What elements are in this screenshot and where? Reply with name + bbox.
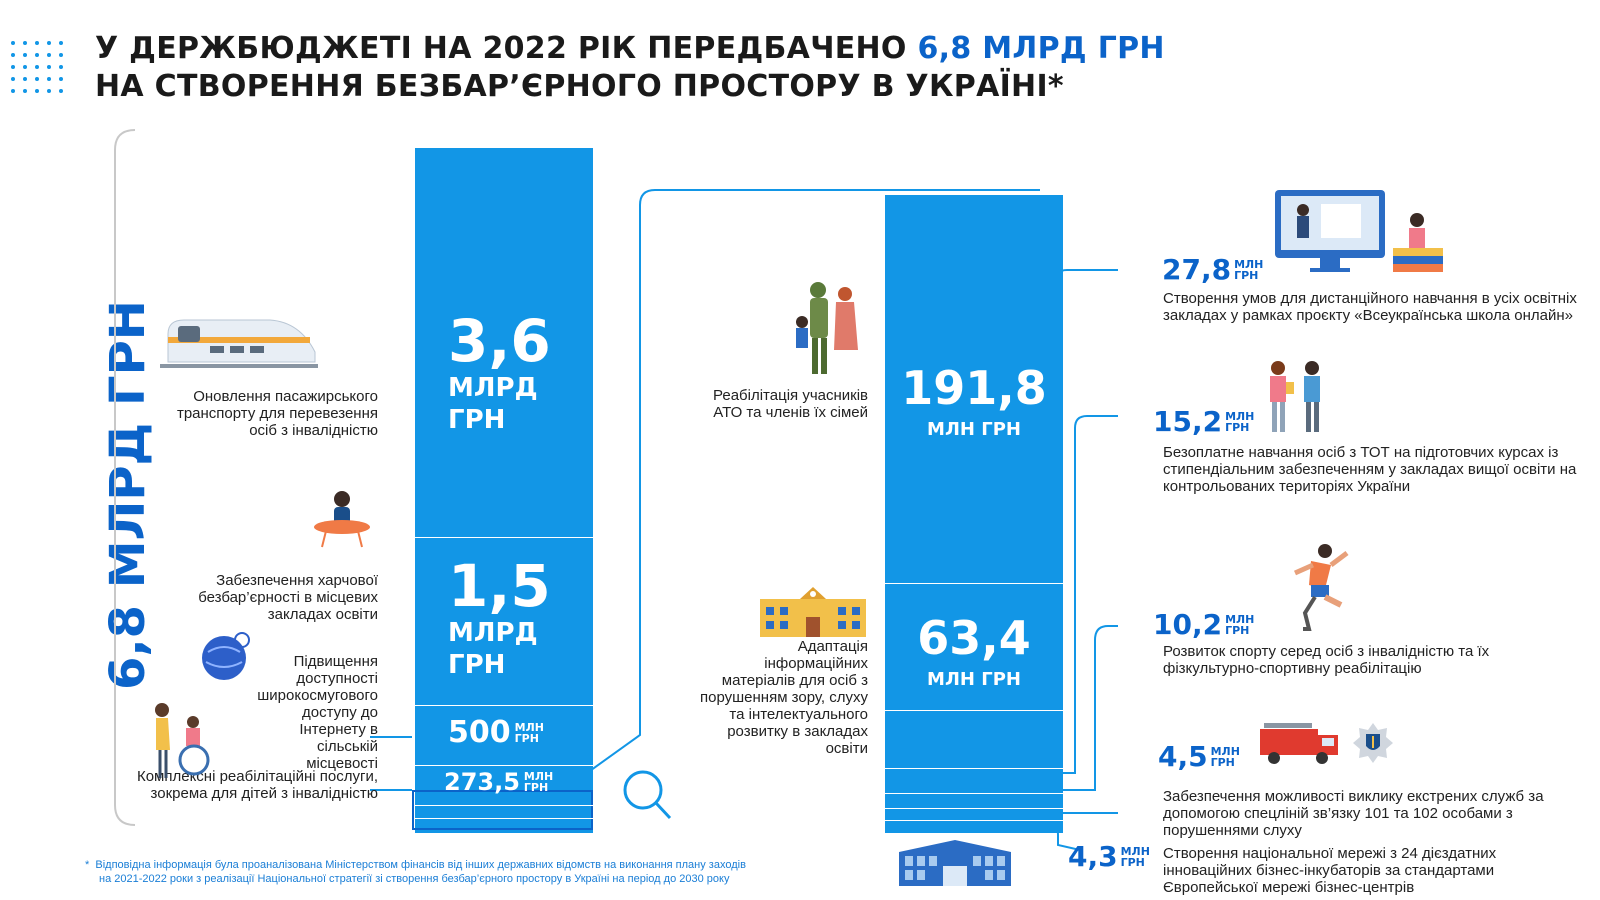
bar-divider [885,820,1063,821]
right-item-label: Забезпечення можливості виклику екстрени… [1163,788,1544,839]
students-icon [1270,361,1320,432]
footnote: * Відповідна інформація була проаналізов… [85,858,885,886]
middle-item-value: 63,4 МЛН ГРН [917,611,1031,690]
police-emblem-icon [1353,723,1393,763]
left-item-value: 1,5 МЛРД ГРН [448,552,551,680]
bar-divider [885,793,1063,794]
middle-item-label: Реабілітація учасників АТО та членів їх … [713,387,868,421]
left-budget-bar [415,148,593,833]
footnote-line1: Відповідна інформація була проаналізован… [95,859,746,871]
bar-zoom-highlight [412,790,593,830]
soldier-family-icon [796,282,858,374]
middle-item-value: 191,8 МЛН ГРН [901,361,1047,440]
magnifier-icon [623,770,672,820]
total-amount-label: 6,8 МЛРД ГРН [100,300,156,690]
business-center-icon [899,840,1011,886]
left-item-label: Забезпечення харчової безбар’єрності в м… [198,572,378,623]
page-title: У ДЕРЖБЮДЖЕТІ НА 2022 РІК ПЕРЕДБАЧЕНО 6,… [95,30,1165,106]
left-item-label: Оновлення пасажирського транспорту для п… [176,388,378,439]
left-item-label: Підвищення доступності широкосмугового д… [257,653,378,772]
title-line1-prefix: У ДЕРЖБЮДЖЕТІ НА 2022 РІК ПЕРЕДБАЧЕНО [95,31,918,66]
bar-divider [885,583,1063,584]
dining-child-icon [314,491,370,548]
middle-budget-bar [885,195,1063,833]
right-item-label: Безоплатне навчання осіб з ТОТ на підгот… [1163,444,1577,495]
footnote-line2: на 2021-2022 роки з реалізації Національ… [99,873,730,885]
bar-divider [885,768,1063,769]
school-building-icon [760,587,866,637]
left-item-value: 3,6 МЛРД ГРН [448,307,551,435]
bar-divider [415,765,593,766]
bar-divider [885,710,1063,711]
bar-divider [415,805,593,806]
fire-truck-icon [1260,723,1338,764]
bar-divider [885,808,1063,809]
middle-item-label: Адаптація інформаційних матеріалів для о… [700,638,868,757]
wheelchair-icon [155,703,210,778]
right-item-label: Розвиток спорту серед осіб з інвалідніст… [1163,643,1490,677]
right-item-value: 27,8 МЛН ГРН [1162,253,1264,286]
title-line2: НА СТВОРЕННЯ БЕЗБАР’ЄРНОГО ПРОСТОРУ В УК… [95,69,1064,104]
right-item-value: 4,5 МЛН ГРН [1158,740,1240,773]
left-item-value: 273,5 МЛН ГРН [444,768,554,796]
right-item-value: 4,3 МЛН ГРН [1068,840,1150,873]
runner-prosthesis-icon [1293,544,1349,631]
globe-internet-icon [202,632,250,680]
decorative-dots-icon [11,41,63,93]
bar-divider [415,537,593,538]
right-item-value: 15,2 МЛН ГРН [1153,405,1255,438]
right-item-value: 10,2 МЛН ГРН [1153,608,1255,641]
bar-divider [415,818,593,819]
train-icon [160,319,318,368]
bar-divider [415,705,593,706]
right-item-label: Створення умов для дистанційного навчанн… [1163,290,1577,324]
left-item-value: 500 МЛН ГРН [448,715,544,750]
online-school-icon [1275,190,1443,272]
right-item-label: Створення національної мережі з 24 дієзд… [1163,845,1497,896]
title-line1-highlight: 6,8 МЛРД ГРН [917,31,1165,66]
footnote-mark: * [85,859,90,871]
